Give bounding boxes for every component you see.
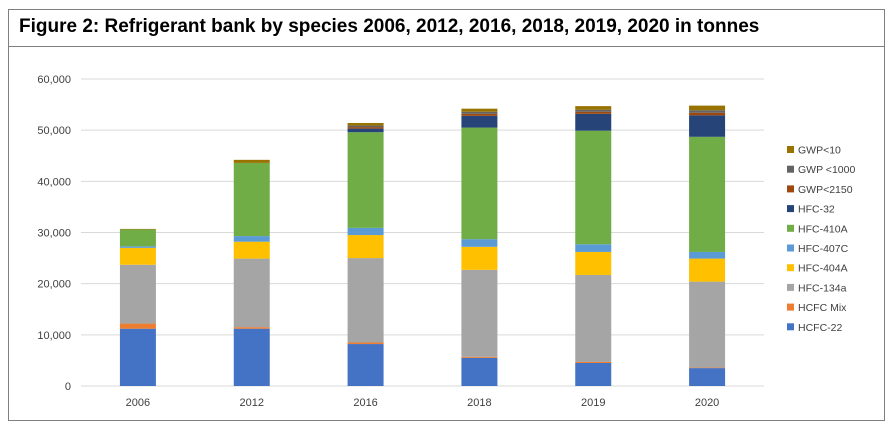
bar-segment (689, 251, 726, 259)
bar-segment (233, 327, 270, 329)
y-axis: 0 10,000 20,000 30,000 40,000 50,000 60,000 (37, 74, 71, 393)
y-tick-label: 50,000 (37, 125, 71, 137)
bar-segment (575, 244, 612, 252)
y-tick-label: 20,000 (37, 279, 71, 291)
stacked-bar-chart: 0 10,000 20,000 30,000 40,000 50,000 60,000 20… (37, 74, 855, 409)
figure-frame: Figure 2: Refrigerant bank by species 20… (8, 9, 885, 421)
bar-segment (233, 159, 270, 163)
legend-swatch (787, 185, 794, 193)
x-axis: 2006 2012 2016 2018 2019 2020 (126, 397, 720, 409)
bar-segment (575, 361, 612, 363)
bar-segment (575, 251, 612, 275)
legend-swatch (787, 224, 794, 232)
bar-segment (575, 362, 612, 386)
y-tick-label: 30,000 (37, 228, 71, 240)
legend-swatch (787, 323, 794, 331)
y-tick-label: 10,000 (37, 330, 71, 342)
bar-segment (689, 368, 726, 386)
x-tick-label: 2006 (126, 397, 150, 409)
bar-segment (347, 235, 384, 259)
bar-segment (689, 105, 726, 111)
x-tick-label: 2019 (581, 397, 605, 409)
legend-label: HCFC Mix (798, 302, 847, 314)
legend-swatch (787, 264, 794, 272)
bar-segment (461, 269, 498, 357)
legend-label: HFC-404A (798, 263, 848, 275)
bar-segment (233, 258, 270, 328)
bar-segment (347, 342, 384, 345)
y-tick-label: 60,000 (37, 74, 71, 86)
bar-segment (689, 136, 726, 252)
bar-segment (689, 367, 726, 369)
bar-segment (575, 111, 612, 114)
bar-segment (461, 246, 498, 270)
bar-segment (347, 125, 384, 128)
legend-swatch (787, 146, 794, 153)
bar-segment (233, 328, 270, 386)
bar-segment (689, 115, 726, 137)
bar-segment (347, 227, 384, 236)
x-tick-label: 2018 (467, 397, 491, 409)
bar-segment (575, 109, 612, 112)
bar-segment (347, 127, 384, 129)
legend-label: GWP<2150 (798, 184, 853, 196)
bar-segment (575, 274, 612, 362)
bar-segment (119, 328, 156, 386)
legend-swatch (787, 244, 794, 252)
bar-segment (119, 246, 156, 248)
legend-swatch (787, 205, 794, 213)
chart-title: Figure 2: Refrigerant bank by species 20… (19, 16, 760, 37)
bar-segment (689, 258, 726, 282)
bar-segment (119, 228, 156, 230)
bar-segment (119, 229, 156, 247)
x-tick-label: 2012 (240, 397, 264, 409)
legend-label: HFC-134a (798, 282, 847, 294)
legend-label: HCFC-22 (798, 322, 842, 334)
gridlines (81, 78, 764, 387)
bar-segment (347, 123, 384, 126)
bar-segment (575, 130, 612, 245)
x-tick-label: 2020 (695, 397, 719, 409)
title-bar: Figure 2: Refrigerant bank by species 20… (9, 10, 884, 47)
bar-segment (461, 239, 498, 247)
bar-segment (233, 236, 270, 242)
bar-segment (119, 264, 156, 324)
bar-segment (575, 106, 612, 110)
legend-swatch (787, 165, 794, 173)
legend-label: HFC-407C (798, 243, 849, 255)
x-tick-label: 2016 (353, 397, 377, 409)
legend-label: HFC-32 (798, 204, 835, 216)
bar-segment (689, 110, 726, 113)
legend-swatch (787, 283, 794, 291)
bar-segment (347, 132, 384, 228)
bar-segment (461, 357, 498, 386)
bar-segment (233, 241, 270, 259)
legend: GWP<10 GWP <1000 GWP<2150 HFC-32 HFC-410A HFC… (787, 145, 855, 334)
bar-segment (689, 281, 726, 368)
bar-segment (347, 258, 384, 343)
bar-segment (347, 128, 384, 133)
y-tick-label: 40,000 (37, 176, 71, 188)
bar-segment (461, 113, 498, 116)
bar-segment (461, 115, 498, 128)
bar-segment (119, 323, 156, 329)
bar-segment (461, 356, 498, 358)
bars (119, 105, 726, 386)
bar-segment (461, 127, 498, 240)
bar-segment (233, 162, 270, 237)
bar-segment (119, 247, 156, 265)
bar-segment (461, 111, 498, 114)
legend-label: GWP<10 (798, 145, 841, 157)
legend-label: GWP <1000 (798, 164, 855, 176)
legend-swatch (787, 303, 794, 311)
y-tick-label: 0 (65, 381, 71, 393)
bar-segment (689, 112, 726, 116)
legend-label: HFC-410A (798, 223, 848, 235)
bar-segment (461, 108, 498, 112)
bar-segment (347, 344, 384, 386)
bar-segment (575, 113, 612, 131)
